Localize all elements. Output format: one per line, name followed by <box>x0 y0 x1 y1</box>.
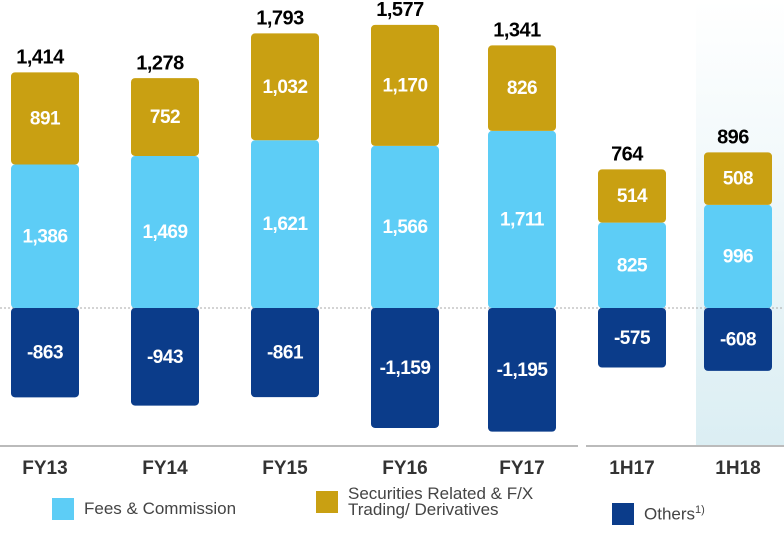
bar-segment <box>251 140 319 308</box>
total-label: 1,341 <box>493 20 541 42</box>
bar-segment <box>598 169 666 223</box>
segment-label: 825 <box>617 255 648 276</box>
x-tick-label: FY17 <box>499 458 544 479</box>
segment-label: -943 <box>147 347 183 368</box>
segment-label: 752 <box>150 107 180 128</box>
x-tick-label: FY13 <box>22 458 67 479</box>
bar-segment <box>488 308 556 432</box>
bar-segment <box>131 78 199 156</box>
legend-item: Securities Related & F/X Trading/ Deriva… <box>316 484 586 519</box>
segment-label: 826 <box>507 78 537 99</box>
segment-label: -608 <box>720 329 756 350</box>
footnote-mark: 1) <box>695 503 705 516</box>
segment-label: 1,386 <box>22 226 67 247</box>
segment-label: 891 <box>30 108 61 129</box>
segment-label: -1,195 <box>497 360 549 381</box>
bar-segment <box>488 130 556 308</box>
segment-label: 1,170 <box>382 75 427 96</box>
segment-label: -1,159 <box>380 358 431 379</box>
total-label: 1,793 <box>256 8 304 30</box>
bar-segment <box>371 308 439 428</box>
bar-segment <box>11 164 79 308</box>
bar-segment <box>251 308 319 398</box>
x-tick-label: FY16 <box>382 458 427 479</box>
legend-label: Fees & Commission <box>84 499 237 518</box>
segment-label: -575 <box>614 328 651 349</box>
legend-item: Fees & Commission <box>52 498 272 520</box>
segment-label: 1,566 <box>382 217 427 238</box>
bar-segment <box>371 24 439 146</box>
bar-segment <box>704 152 772 205</box>
segment-label: -863 <box>27 343 63 364</box>
bar-segment <box>488 45 556 131</box>
total-label: 764 <box>611 144 644 166</box>
segment-label: 514 <box>617 186 648 207</box>
x-tick-label: FY14 <box>142 458 188 479</box>
x-tick-label: 1H18 <box>715 458 760 479</box>
x-tick-label: FY15 <box>262 458 308 479</box>
legend-swatch <box>52 498 74 520</box>
segment-label: 1,469 <box>142 222 187 243</box>
bar-segment <box>131 155 199 308</box>
segment-label: 1,711 <box>500 209 545 230</box>
segment-label: 508 <box>723 169 753 190</box>
legend-swatch <box>316 491 338 513</box>
bar-segment <box>598 222 666 308</box>
bar-segment <box>11 72 79 165</box>
bar-segment <box>598 308 666 368</box>
bar-segment <box>371 145 439 308</box>
legend-label: Securities Related & F/X Trading/ Deriva… <box>348 484 534 519</box>
segment-label: -861 <box>267 343 304 364</box>
bar-segment <box>251 33 319 141</box>
segment-label: 996 <box>723 246 753 267</box>
total-label: 896 <box>717 127 749 149</box>
legend-label: Others1) <box>644 503 705 524</box>
bar-segment <box>131 308 199 406</box>
bar-segment <box>11 308 79 398</box>
legend-swatch <box>612 503 634 525</box>
bar-segment <box>704 308 772 371</box>
total-label: 1,278 <box>136 52 184 74</box>
total-label: 1,414 <box>16 47 65 69</box>
total-label: 1,577 <box>376 0 424 21</box>
legend-item: Others1) <box>612 503 772 525</box>
segment-label: 1,032 <box>262 77 307 98</box>
bar-segment <box>704 204 772 308</box>
segment-label: 1,621 <box>262 214 308 235</box>
x-tick-label: 1H17 <box>609 458 654 479</box>
